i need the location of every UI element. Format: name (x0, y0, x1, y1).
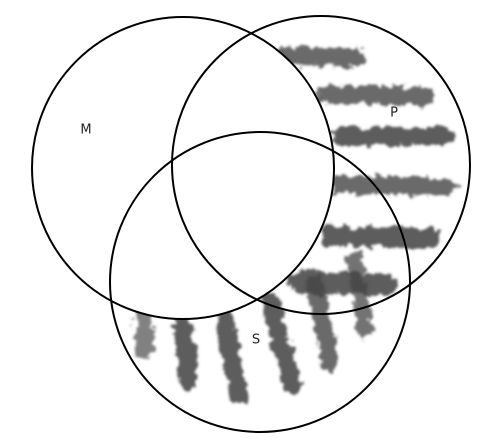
label-s: S (252, 333, 260, 348)
circle-p (171, 15, 471, 315)
circle-m (31, 16, 335, 320)
shading-s-not-m (134, 252, 373, 404)
label-p: P (390, 106, 398, 121)
label-m: M (80, 123, 91, 138)
circle-s (109, 131, 411, 433)
